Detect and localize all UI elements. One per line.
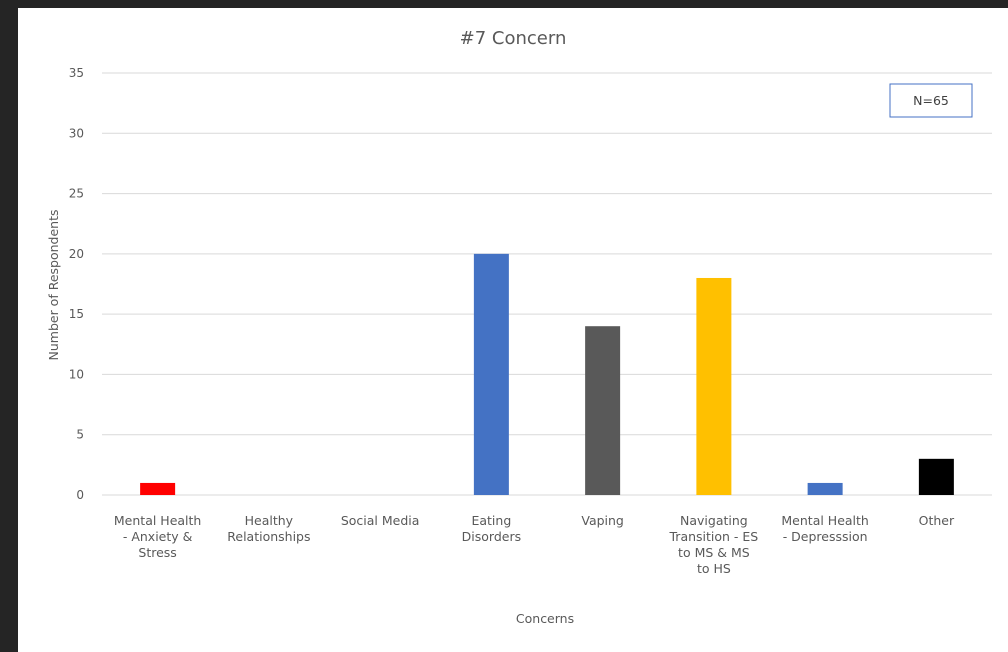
x-category-label: Healthy Relationships: [227, 513, 310, 544]
y-tick-label: 15: [69, 307, 84, 321]
x-category-label: Social Media: [341, 513, 420, 528]
bar: [918, 458, 954, 495]
y-tick-label: 35: [69, 66, 84, 80]
y-tick-label: 5: [76, 428, 84, 442]
y-tick-label: 30: [69, 126, 84, 140]
y-axis-ticks: 0 5 10 15 20 25 30 35: [69, 66, 84, 502]
x-category-label: Eating Disorders: [462, 513, 521, 544]
x-axis-title: Concerns: [516, 611, 574, 626]
y-tick-label: 10: [69, 367, 84, 381]
bar: [696, 277, 732, 495]
x-category-label: Vaping: [581, 513, 624, 528]
x-axis-categories: Mental Health - Anxiety & Stress Healthy Rel…: [114, 513, 955, 576]
y-axis-title: Number of Respondents: [46, 209, 61, 360]
bar: [807, 482, 843, 495]
bar: [473, 253, 509, 495]
bar: [140, 482, 176, 495]
bars: [140, 253, 954, 495]
x-category-label: Other: [919, 513, 955, 528]
x-category-label: Mental Health - Depresssion: [781, 513, 868, 544]
y-tick-label: 25: [69, 187, 84, 201]
y-tick-label: 20: [69, 247, 84, 261]
bar-chart: #7 Concern 0 5 10 15 20 25 30 35 Mental Health -…: [46, 28, 992, 626]
gridlines: [102, 72, 992, 496]
y-tick-label: 0: [76, 488, 84, 502]
chart-title: #7 Concern: [460, 28, 567, 49]
x-category-label: Mental Health - Anxiety & Stress: [114, 513, 201, 560]
bar: [585, 326, 621, 495]
chart-area: #7 Concern 0 5 10 15 20 25 30 35 Mental Health -…: [18, 8, 1008, 652]
x-category-label: Navigating Transition - ES to MS & MS to HS: [669, 513, 759, 576]
sample-size-label: N=65: [913, 93, 949, 108]
sample-size-box: [889, 83, 973, 118]
sample-size-note: N=65: [889, 83, 973, 118]
